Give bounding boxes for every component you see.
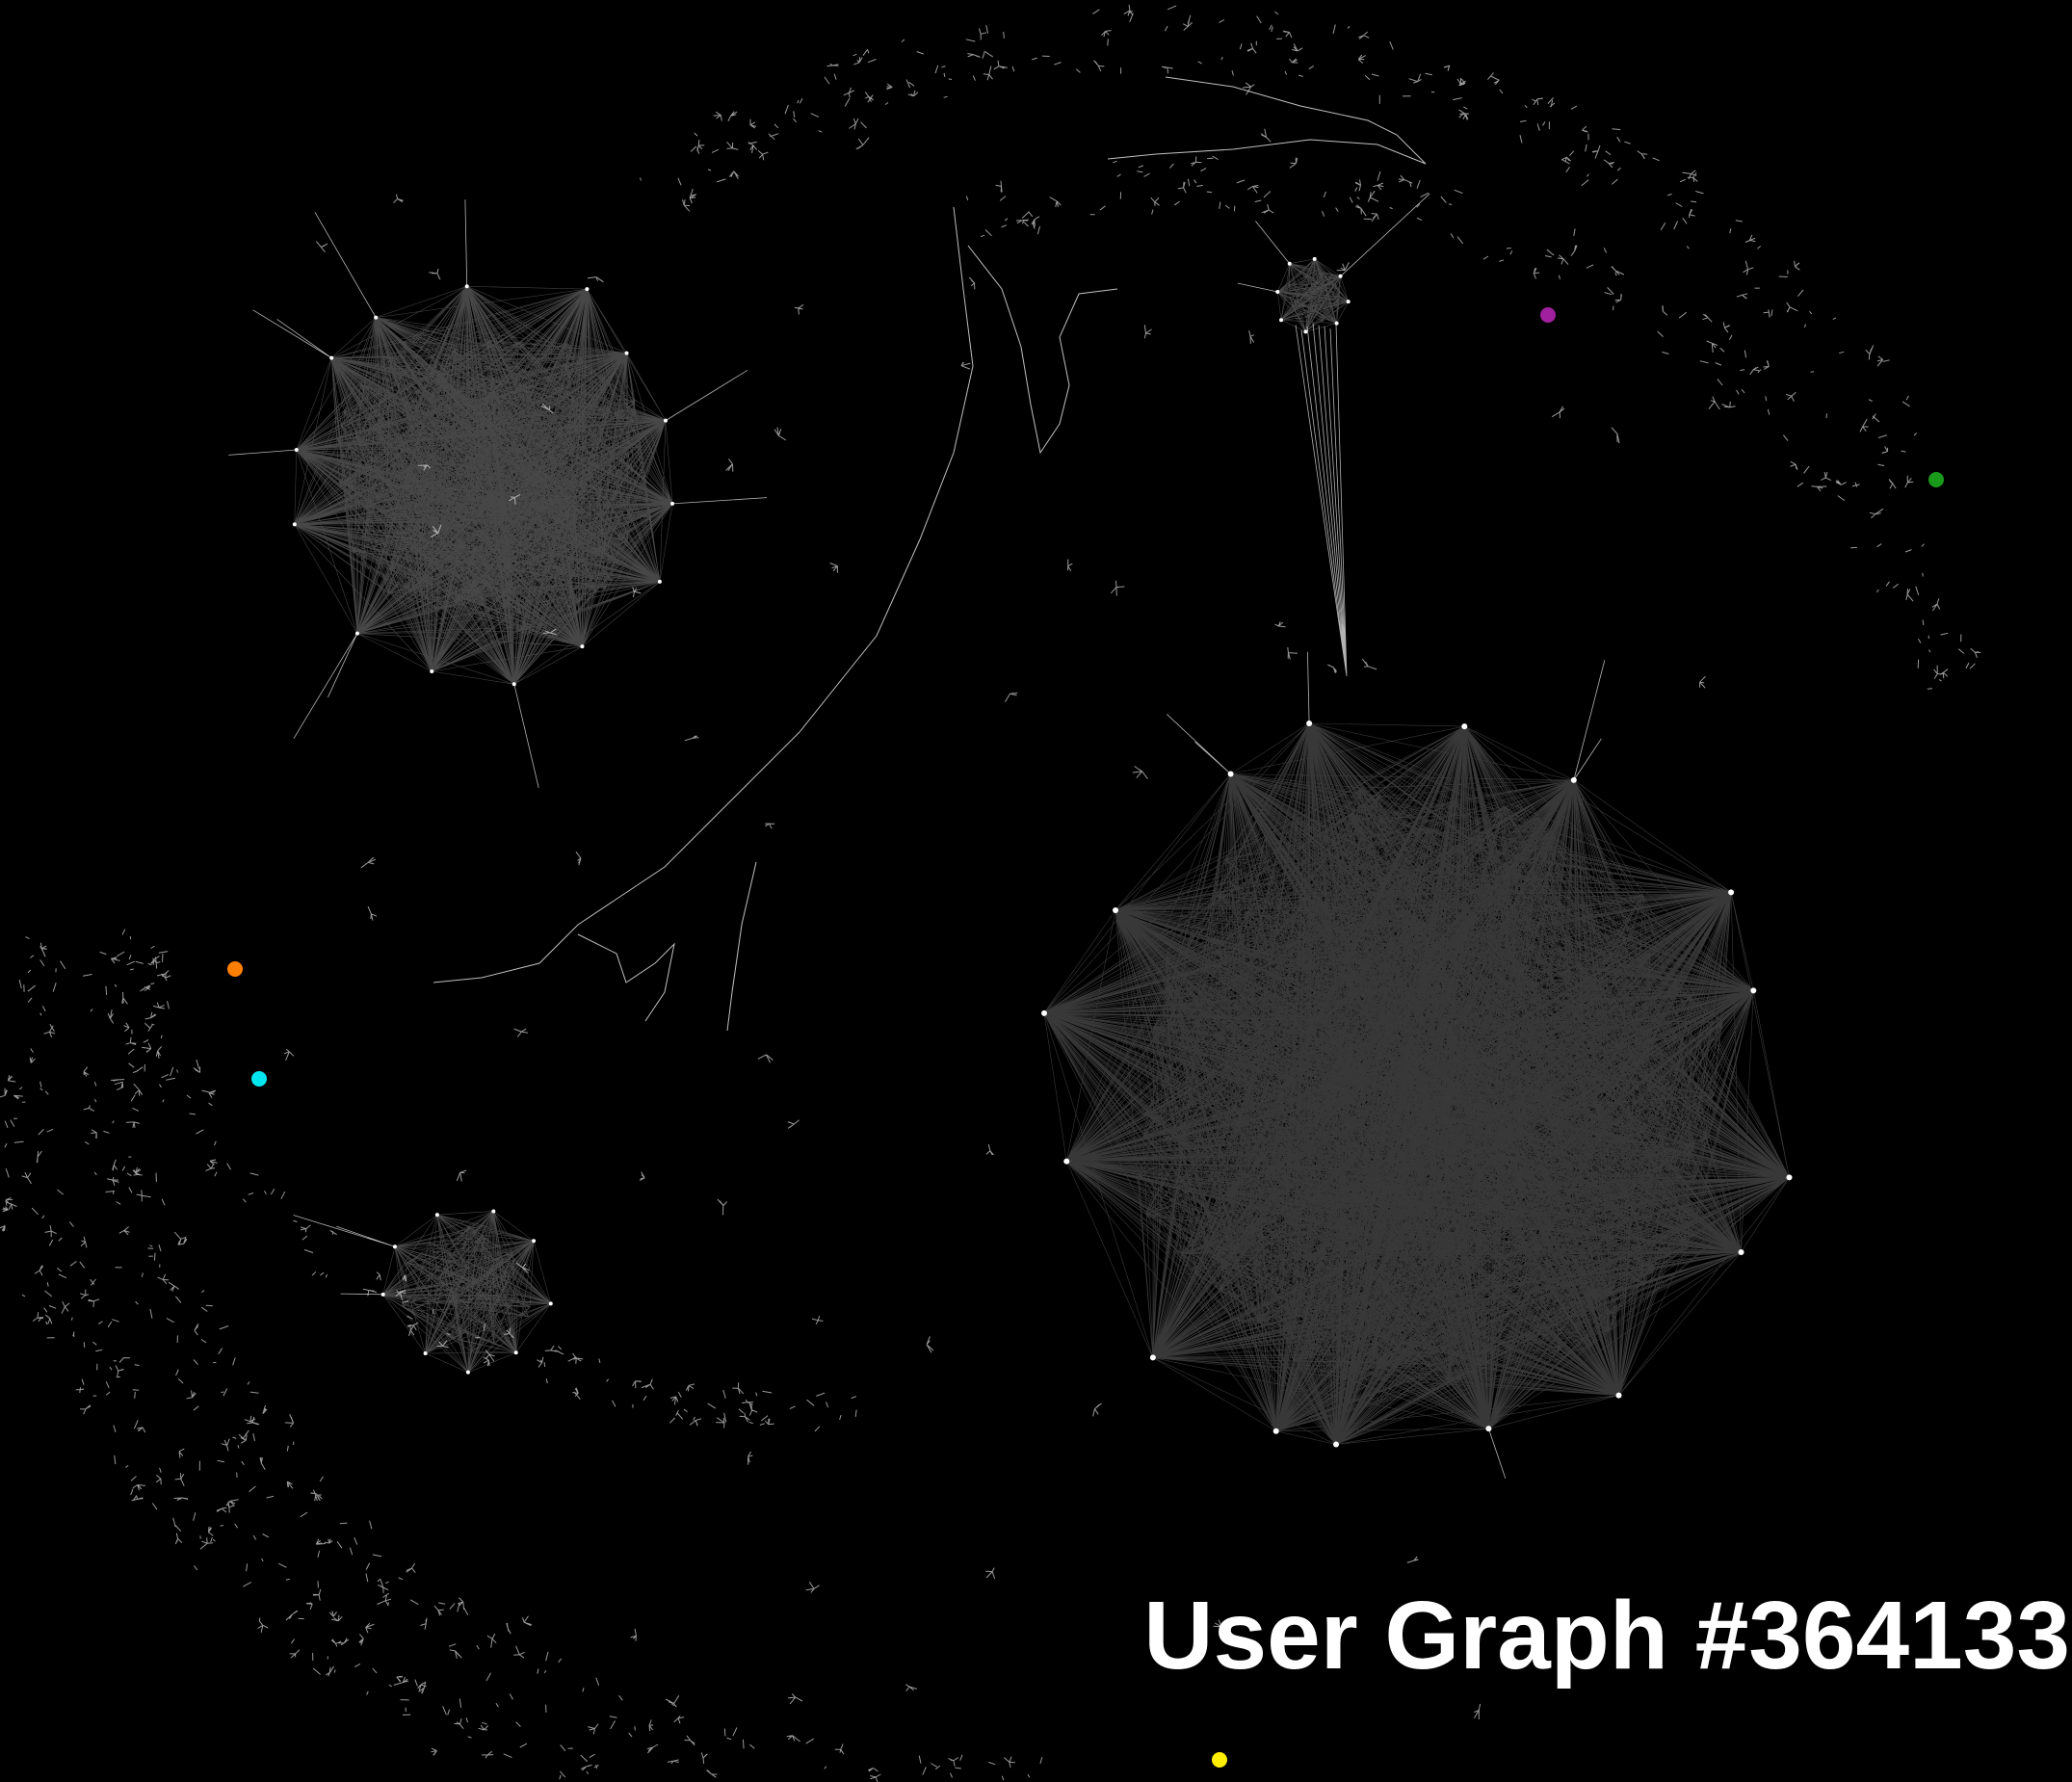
- cluster-large-right-edges: [1043, 722, 1790, 1445]
- highlight-node-green[interactable]: [1928, 472, 1944, 487]
- cluster-lower-left-hub-node: [434, 1213, 439, 1218]
- highlight-node-orange[interactable]: [227, 961, 243, 977]
- cluster-small-top: [1237, 193, 1430, 334]
- cluster-large-right-hub-node: [1041, 1009, 1048, 1016]
- chain-path: [433, 206, 974, 983]
- highlight-node-cyan[interactable]: [251, 1071, 267, 1087]
- highlight-node-yellow[interactable]: [1212, 1752, 1227, 1768]
- cluster-small-top-tails: [1237, 193, 1430, 293]
- cluster-lower-left-hub-node: [491, 1209, 496, 1214]
- cluster-large-right-hub-node: [1113, 906, 1119, 913]
- cluster-small-top-edges: [1277, 258, 1349, 332]
- cluster-lower-left-tails: [293, 1215, 396, 1296]
- cluster-upper-left-hub-node: [585, 287, 590, 292]
- cluster-lower-left-hub-node: [423, 1350, 428, 1355]
- cluster-upper-left-hub-node: [624, 351, 629, 355]
- cluster-small-top-hub-node: [1346, 300, 1351, 304]
- cluster-lower-left-edges: [382, 1211, 552, 1373]
- cluster-upper-left-hub-node: [292, 522, 297, 527]
- highlight-layer: [227, 307, 1944, 1768]
- chain-path: [1107, 76, 1427, 165]
- cluster-upper-left-hub-node: [354, 631, 359, 636]
- cluster-large-right-hub-node: [1461, 723, 1468, 730]
- cluster-large-right-hub-node: [1786, 1174, 1793, 1181]
- cluster-lower-left-hub-node: [548, 1301, 553, 1306]
- cluster-small-top-hub-node: [1279, 318, 1284, 323]
- cluster-large-right-hub-node: [1485, 1426, 1492, 1432]
- edges-layer: [0, 4, 1981, 1782]
- cluster-small-top-hub-node: [1303, 329, 1308, 334]
- cluster-large-right-hub-node: [1750, 987, 1757, 994]
- graph-title: User Graph #364133: [1143, 1582, 2070, 1690]
- cluster-large-right-hub-node: [1063, 1158, 1070, 1165]
- cluster-large-right-hub-node: [1149, 1354, 1156, 1361]
- chain-path: [726, 861, 757, 1032]
- cluster-upper-left-hub-node: [430, 668, 434, 673]
- highlight-node-purple[interactable]: [1540, 307, 1556, 323]
- cluster-large-right-hub-node: [1728, 889, 1735, 896]
- cluster-lower-left: [293, 1209, 553, 1375]
- cluster-small-top-hub-node: [1312, 256, 1317, 261]
- cluster-large-right-tails: [1167, 651, 1606, 1479]
- cluster-large-right-hub-node: [1333, 1441, 1340, 1448]
- cluster-large-right-hub-node: [1272, 1428, 1279, 1434]
- chain-path: [577, 933, 675, 1022]
- cluster-upper-left-hub-node: [657, 579, 662, 584]
- chain-path: [967, 245, 1118, 455]
- cluster-upper-left-hub-node: [580, 644, 585, 649]
- cluster-large-right: [1041, 651, 1793, 1479]
- cluster-upper-left: [228, 199, 768, 788]
- cluster-lower-left-hub-node: [465, 1370, 470, 1375]
- cluster-upper-left-tails: [228, 199, 768, 788]
- cluster-upper-left-edges: [294, 286, 673, 685]
- cluster-upper-left-hub-node: [374, 315, 379, 320]
- cluster-lower-left-hub-node: [513, 1350, 518, 1355]
- cluster-large-right-hub-node: [1738, 1249, 1744, 1256]
- cluster-lower-left-hub-node: [532, 1239, 537, 1244]
- cluster-small-top-hub-node: [1334, 321, 1339, 326]
- bridge-edges: [1295, 323, 1348, 677]
- scattered-components: [0, 4, 1981, 1782]
- cluster-large-right-hub-node: [1615, 1392, 1622, 1399]
